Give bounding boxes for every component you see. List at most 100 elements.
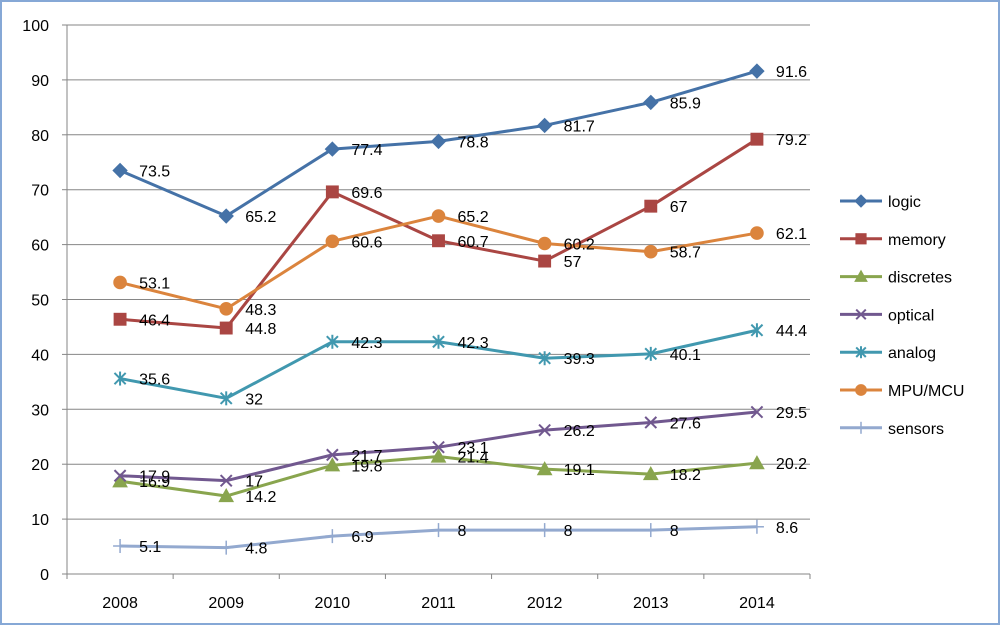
marker-plus <box>749 519 764 534</box>
marker-x-stroke <box>432 440 445 454</box>
data-label-mpu-mcu: 60.2 <box>564 237 595 254</box>
marker-diamond <box>430 133 447 150</box>
marker-star <box>750 323 764 338</box>
legend-item-logic: logic <box>840 194 921 211</box>
y-tick-label: 80 <box>31 128 49 145</box>
series-logic <box>112 63 765 224</box>
x-tick-label: 2009 <box>208 595 244 612</box>
y-tick-label: 50 <box>31 293 49 310</box>
marker-star <box>219 391 233 406</box>
marker-x <box>538 423 551 437</box>
data-label-logic: 73.5 <box>139 163 170 180</box>
data-label-optical: 27.6 <box>670 415 701 432</box>
marker-plus <box>855 421 867 434</box>
marker-triangle <box>324 457 341 472</box>
legend-item-analog: analog <box>840 345 936 362</box>
x-tick-label: 2014 <box>739 595 775 612</box>
data-label-logic: 81.7 <box>564 118 595 135</box>
x-tick-label: 2008 <box>102 595 138 612</box>
data-label-optical: 26.2 <box>564 423 595 440</box>
legend-item-discretes: discretes <box>840 269 952 287</box>
y-tick-label: 20 <box>31 457 49 474</box>
marker-square <box>113 312 127 326</box>
legend-label: optical <box>888 307 934 324</box>
series-memory <box>113 132 764 335</box>
marker-x <box>855 308 867 320</box>
marker-plus <box>325 529 340 544</box>
y-tick-label: 10 <box>31 512 49 529</box>
marker-star <box>113 371 127 386</box>
y-tick-label: 90 <box>31 73 49 90</box>
marker-x-stroke <box>326 448 339 462</box>
data-label-memory: 44.8 <box>245 321 276 338</box>
series-mpu-mcu <box>113 209 764 316</box>
data-label-memory: 57 <box>564 254 582 271</box>
marker-x-stroke <box>113 469 127 483</box>
marker-plus <box>113 539 128 554</box>
marker-star <box>644 346 658 361</box>
data-label-sensors: 8.6 <box>776 520 798 537</box>
x-tick-label: 2010 <box>315 595 351 612</box>
marker-triangle <box>536 461 553 476</box>
marker-triangle <box>854 269 868 282</box>
data-label-memory: 79.2 <box>776 132 807 149</box>
marker-circle <box>855 384 867 396</box>
marker-x <box>219 474 233 487</box>
data-label-discretes: 21.4 <box>458 450 489 467</box>
marker-square <box>855 233 867 245</box>
data-label-discretes: 19.1 <box>564 462 595 479</box>
marker-square <box>219 321 233 335</box>
legend-item-mpu-mcu: MPU/MCU <box>840 383 964 400</box>
legend-label: MPU/MCU <box>888 383 964 400</box>
series-optical <box>113 405 764 487</box>
y-tick-label: 0 <box>40 567 49 584</box>
legend-label: analog <box>888 345 936 362</box>
marker-triangle <box>218 488 235 503</box>
marker-plus <box>431 523 446 538</box>
marker-square <box>538 254 552 268</box>
marker-plus <box>219 540 234 555</box>
data-label-optical: 17.9 <box>139 469 170 486</box>
marker-circle <box>113 275 127 290</box>
data-label-memory: 69.6 <box>351 185 382 202</box>
marker-square <box>432 234 445 248</box>
y-tick-label: 70 <box>31 183 49 200</box>
data-label-logic: 65.2 <box>245 209 276 226</box>
data-label-discretes: 18.2 <box>670 467 701 484</box>
marker-diamond <box>536 117 553 134</box>
series-sensors <box>113 519 764 555</box>
marker-triangle <box>642 466 659 481</box>
data-label-optical: 29.5 <box>776 405 807 422</box>
data-label-mpu-mcu: 53.1 <box>139 275 170 292</box>
legend-item-optical: optical <box>840 307 934 324</box>
data-label-analog: 32 <box>245 391 263 408</box>
data-label-optical: 17 <box>245 474 263 491</box>
x-tick-label: 2013 <box>633 595 669 612</box>
marker-circle <box>643 244 658 259</box>
data-label-analog: 35.6 <box>139 372 170 389</box>
data-label-mpu-mcu: 62.1 <box>776 226 807 243</box>
marker-square <box>325 185 339 199</box>
data-label-analog: 42.3 <box>351 335 382 352</box>
legend-item-sensors: sensors <box>840 421 944 438</box>
data-label-sensors: 8 <box>564 523 573 540</box>
data-label-discretes: 14.2 <box>245 489 276 506</box>
marker-star <box>538 351 551 366</box>
marker-x-stroke <box>538 423 551 437</box>
data-label-memory: 67 <box>670 199 688 216</box>
marker-circle <box>537 236 552 251</box>
x-tick-label: 2012 <box>527 595 563 612</box>
marker-diamond <box>749 63 765 79</box>
data-label-discretes: 19.8 <box>351 458 382 475</box>
data-label-analog: 42.3 <box>458 335 489 352</box>
marker-x <box>432 440 445 454</box>
data-label-discretes: 20.2 <box>776 456 807 473</box>
marker-x-stroke <box>644 416 658 429</box>
marker-circle <box>750 226 764 240</box>
data-label-logic: 85.9 <box>670 95 701 112</box>
marker-x <box>750 405 764 419</box>
legend-item-memory: memory <box>840 232 946 249</box>
data-label-optical: 21.7 <box>351 448 382 465</box>
